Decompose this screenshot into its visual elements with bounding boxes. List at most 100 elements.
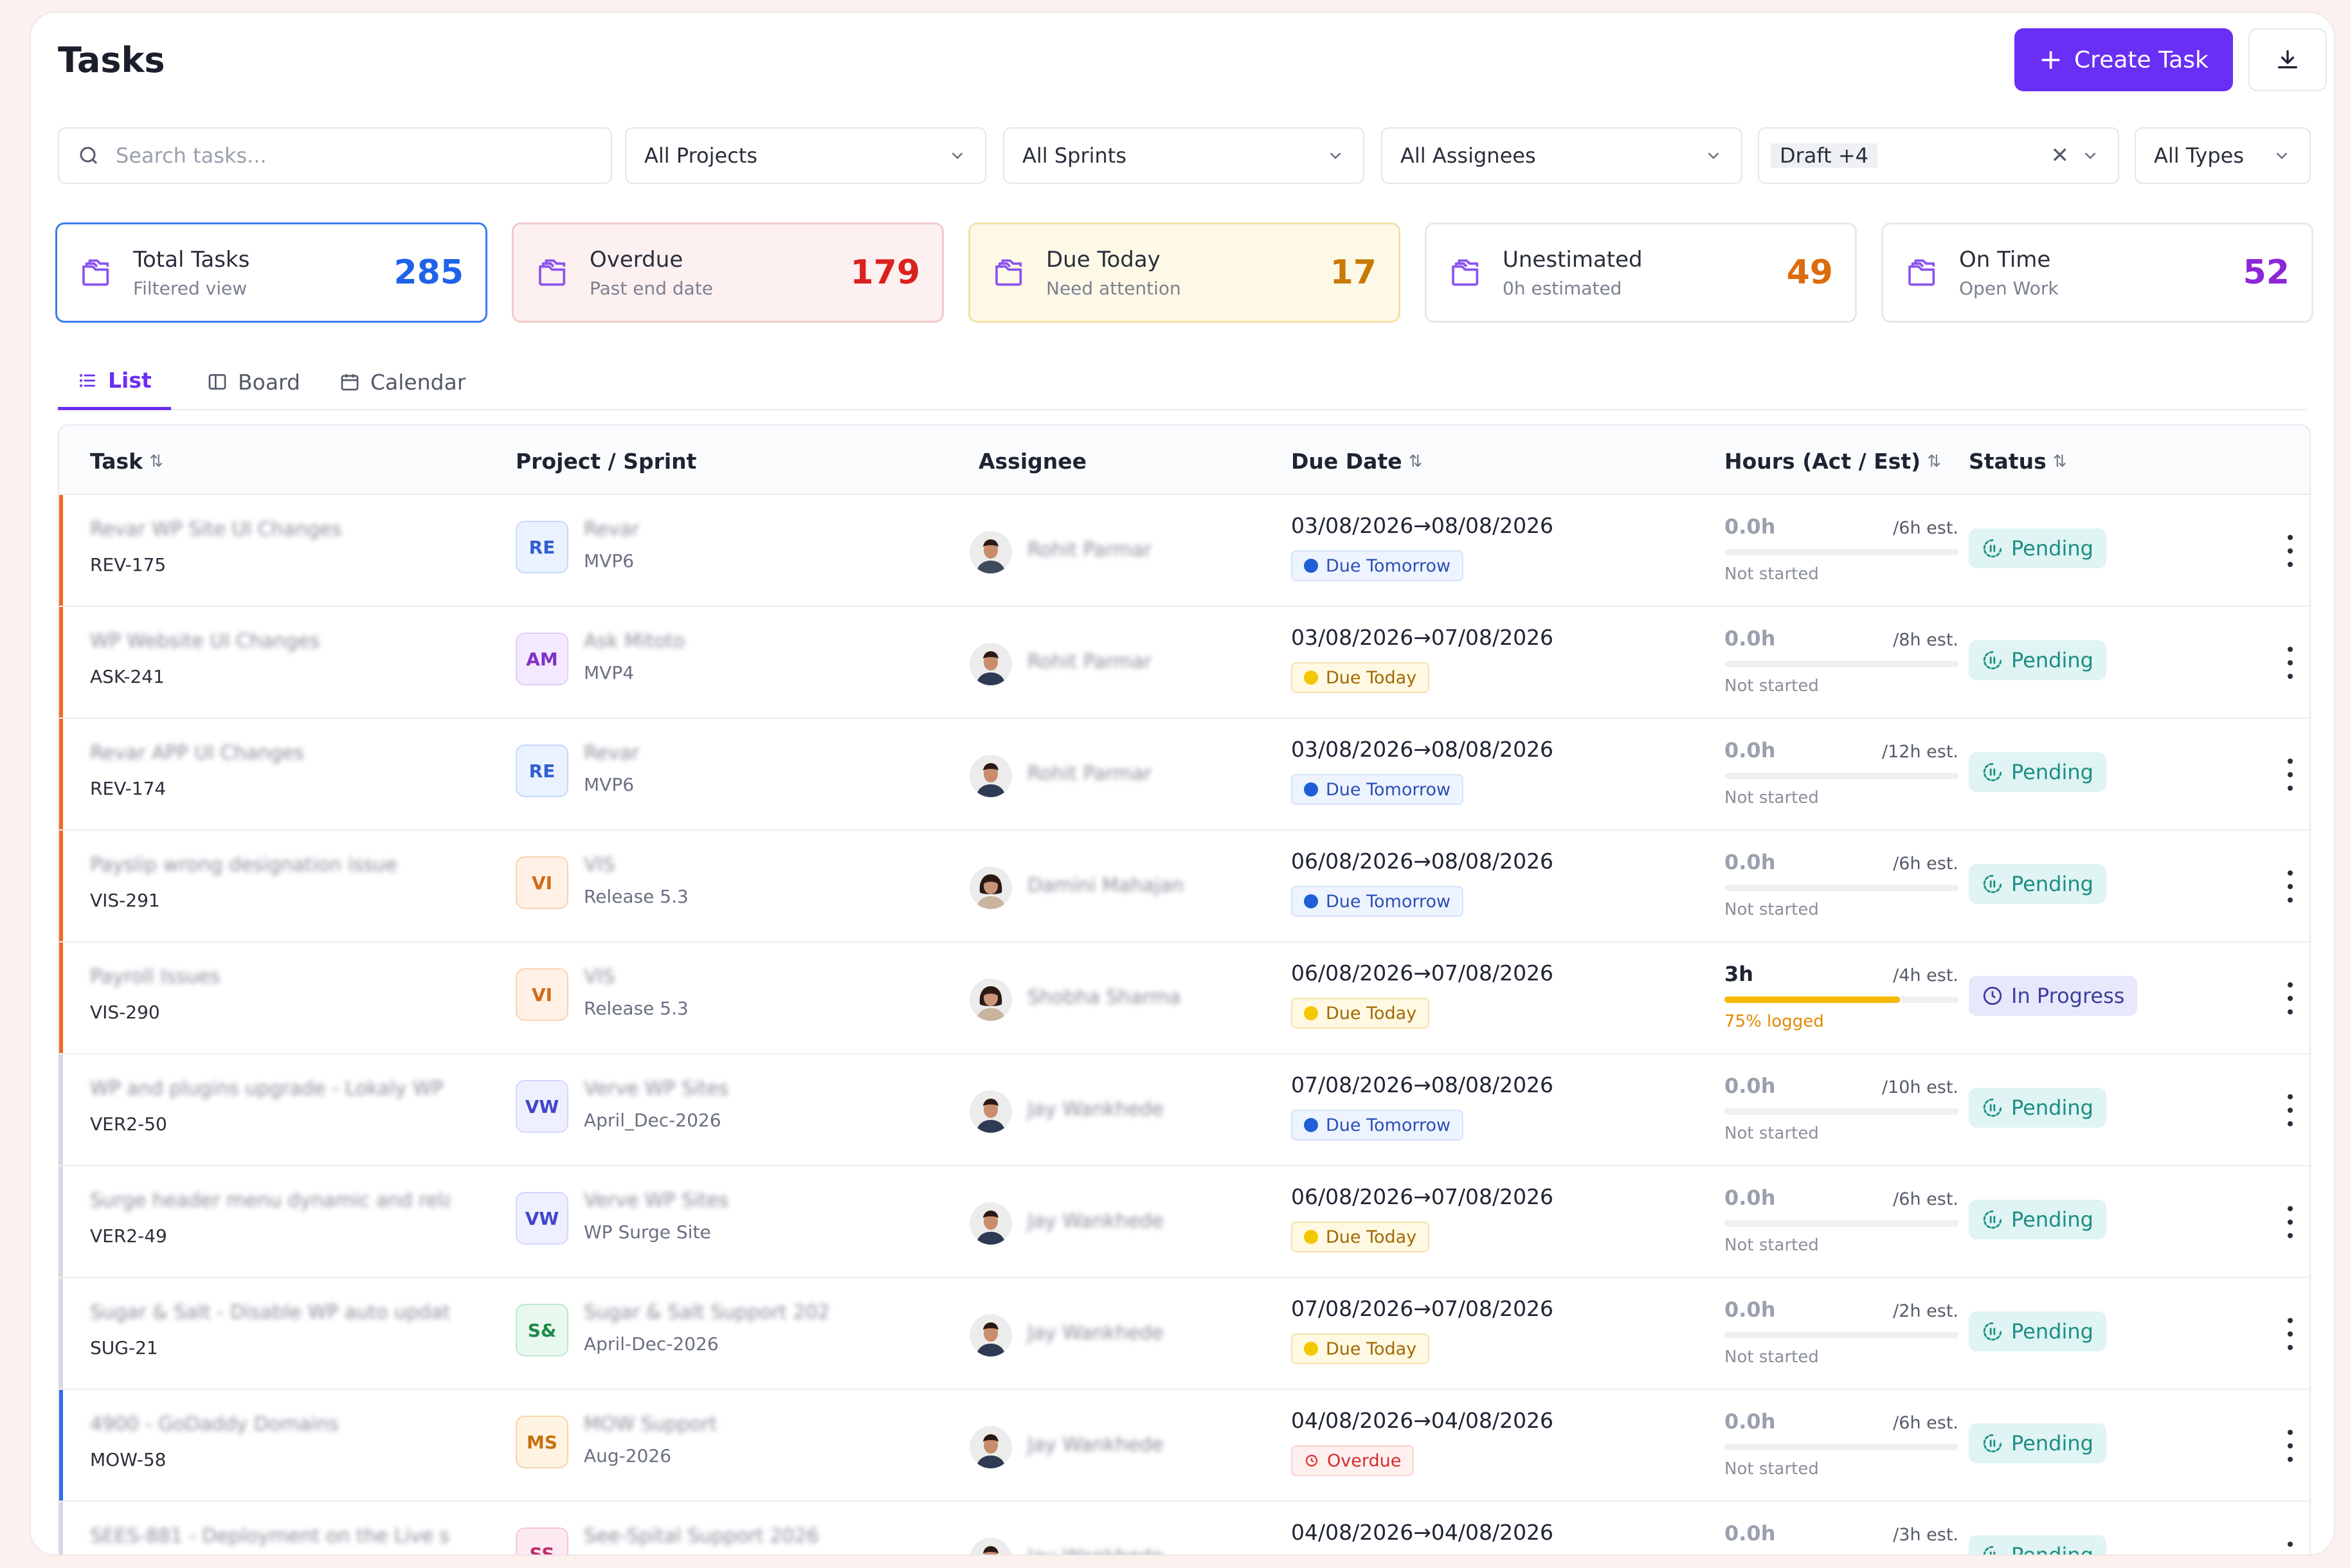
sprints-dropdown[interactable]: All Sprints: [1003, 127, 1364, 184]
status-badge[interactable]: In Progress: [1969, 976, 2138, 1016]
column-hours[interactable]: Hours (Act / Est) ⇅: [1724, 449, 1941, 474]
table-row[interactable]: WP and plugins upgrade - Lokaly WP ... V…: [59, 1054, 2309, 1166]
task-name[interactable]: WP Website UI Changes: [90, 630, 320, 653]
column-task[interactable]: Task ⇅: [90, 449, 163, 474]
status-multiselect[interactable]: Draft +4 ✕: [1758, 127, 2119, 184]
due-badge: Due Tomorrow: [1291, 1110, 1464, 1140]
search-placeholder: Search tasks...: [116, 143, 267, 168]
more-options-icon[interactable]: [2284, 1094, 2297, 1126]
table-row[interactable]: SEES-881 - Deployment on the Live site S…: [59, 1502, 2309, 1554]
folder-icon: [1449, 255, 1485, 291]
assignees-dropdown[interactable]: All Assignees: [1381, 127, 1742, 184]
priority-stripe: [59, 607, 63, 717]
task-name[interactable]: Sugar & Salt - Disable WP auto update: [90, 1301, 450, 1324]
due-badge-label: Due Tomorrow: [1326, 555, 1451, 576]
status-badge[interactable]: Pending: [1969, 752, 2106, 792]
task-name[interactable]: 4900 - GoDaddy Domains: [90, 1413, 339, 1436]
pending-icon: [1983, 874, 2002, 894]
task-name[interactable]: Revar WP Site UI Changes: [90, 518, 342, 541]
download-button[interactable]: [2248, 28, 2327, 91]
status-label: Pending: [2011, 648, 2093, 672]
more-options-icon[interactable]: [2284, 535, 2297, 567]
tab-list[interactable]: List: [58, 354, 171, 410]
more-options-icon[interactable]: [2284, 870, 2297, 903]
column-status[interactable]: Status ⇅: [1969, 449, 2067, 474]
priority-stripe: [59, 1054, 63, 1165]
task-id: VER2-49: [90, 1225, 167, 1247]
sprint-name: MVP6: [584, 774, 635, 795]
table-row[interactable]: WP Website UI Changes ASK-241 AM Ask Mit…: [59, 607, 2309, 719]
sprints-dropdown-value: All Sprints: [1022, 143, 1127, 168]
assignee-name: Rohit Parmar: [1027, 651, 1152, 673]
search-input[interactable]: Search tasks...: [58, 127, 612, 184]
stat-name: Due Today: [1046, 246, 1161, 273]
actual-hours: 0.0h: [1724, 738, 1776, 762]
status-badge[interactable]: Pending: [1969, 528, 2106, 568]
table-row[interactable]: Payslip wrong designation issue VIS-291 …: [59, 831, 2309, 942]
more-options-icon[interactable]: [2284, 759, 2297, 791]
tab-board[interactable]: Board: [207, 354, 300, 410]
hours-progress-bar: [1724, 996, 1958, 1003]
assignee-name: Damini Mahajan: [1027, 874, 1184, 897]
status-dot-icon: [1304, 559, 1318, 573]
table-row[interactable]: Sugar & Salt - Disable WP auto update SU…: [59, 1278, 2309, 1390]
status-badge[interactable]: Pending: [1969, 864, 2106, 904]
page-title: Tasks: [58, 40, 165, 80]
stat-value: 285: [393, 253, 464, 292]
due-badge: Due Today: [1291, 1333, 1430, 1364]
status-label: Pending: [2011, 536, 2093, 561]
status-badge[interactable]: Pending: [1969, 1088, 2106, 1128]
task-name[interactable]: WP and plugins upgrade - Lokaly WP ...: [90, 1077, 450, 1100]
status-badge[interactable]: Pending: [1969, 1423, 2106, 1463]
task-name[interactable]: Surge header menu dynamic and relat...: [90, 1189, 450, 1212]
more-options-icon[interactable]: [2284, 982, 2297, 1014]
sprint-name: April_Dec-2026: [584, 1110, 721, 1131]
table-row[interactable]: Surge header menu dynamic and relat... V…: [59, 1166, 2309, 1278]
table-row[interactable]: Payroll Issues VIS-290 VI VIS Release 5.…: [59, 942, 2309, 1054]
due-badge-label: Overdue: [1327, 1450, 1402, 1471]
due-badge: Due Today: [1291, 1221, 1430, 1252]
more-options-icon[interactable]: [2284, 1318, 2297, 1350]
tab-calendar[interactable]: Calendar: [339, 354, 465, 410]
column-hours-label: Hours (Act / Est): [1724, 449, 1921, 474]
status-badge[interactable]: Pending: [1969, 1200, 2106, 1239]
status-badge[interactable]: Pending: [1969, 1535, 2106, 1554]
sprint-name: Aug-2026: [584, 1445, 672, 1466]
stat-card-unestimated[interactable]: Unestimated 0h estimated 49: [1425, 222, 1857, 323]
status-label: Pending: [2011, 1319, 2093, 1344]
priority-stripe: [59, 719, 63, 829]
avatar: [970, 867, 1012, 909]
more-options-icon[interactable]: [2284, 1542, 2297, 1554]
stat-card-on-time[interactable]: On Time Open Work 52: [1881, 222, 2313, 323]
sort-icon: ⇅: [2052, 451, 2067, 471]
stat-card-due-today[interactable]: Due Today Need attention 17: [968, 222, 1400, 323]
more-options-icon[interactable]: [2284, 1206, 2297, 1238]
due-badge-label: Due Tomorrow: [1326, 779, 1451, 800]
date-range: 04/08/2026→04/08/2026: [1291, 1408, 1554, 1433]
task-name[interactable]: Payslip wrong designation issue: [90, 854, 397, 876]
column-due-date[interactable]: Due Date ⇅: [1291, 449, 1422, 474]
clear-icon[interactable]: ✕: [2050, 143, 2070, 168]
more-options-icon[interactable]: [2284, 647, 2297, 679]
task-name[interactable]: SEES-881 - Deployment on the Live site: [90, 1525, 450, 1547]
task-name[interactable]: Revar APP UI Changes: [90, 742, 305, 764]
sprint-name: WP Surge Site: [584, 1221, 711, 1243]
table-row[interactable]: 4900 - GoDaddy Domains MOW-58 MS MOW Sup…: [59, 1390, 2309, 1502]
project-badge: RE: [516, 521, 568, 573]
estimated-hours: /3h est.: [1893, 1525, 1958, 1545]
pending-icon: [1983, 1098, 2002, 1117]
task-id: VER2-50: [90, 1113, 167, 1135]
status-badge[interactable]: Pending: [1969, 640, 2106, 680]
stat-card-total-tasks[interactable]: Total Tasks Filtered view 285: [55, 222, 487, 323]
task-name[interactable]: Payroll Issues: [90, 966, 221, 988]
pending-icon: [1983, 1545, 2002, 1554]
status-badge[interactable]: Pending: [1969, 1311, 2106, 1351]
status-dot-icon: [1304, 671, 1318, 685]
table-row[interactable]: Revar WP Site UI Changes REV-175 RE Reva…: [59, 495, 2309, 607]
create-task-button[interactable]: + Create Task: [2014, 28, 2233, 91]
more-options-icon[interactable]: [2284, 1430, 2297, 1462]
table-row[interactable]: Revar APP UI Changes REV-174 RE Revar MV…: [59, 719, 2309, 831]
types-dropdown[interactable]: All Types: [2135, 127, 2311, 184]
stat-card-overdue[interactable]: Overdue Past end date 179: [512, 222, 944, 323]
projects-dropdown[interactable]: All Projects: [625, 127, 986, 184]
